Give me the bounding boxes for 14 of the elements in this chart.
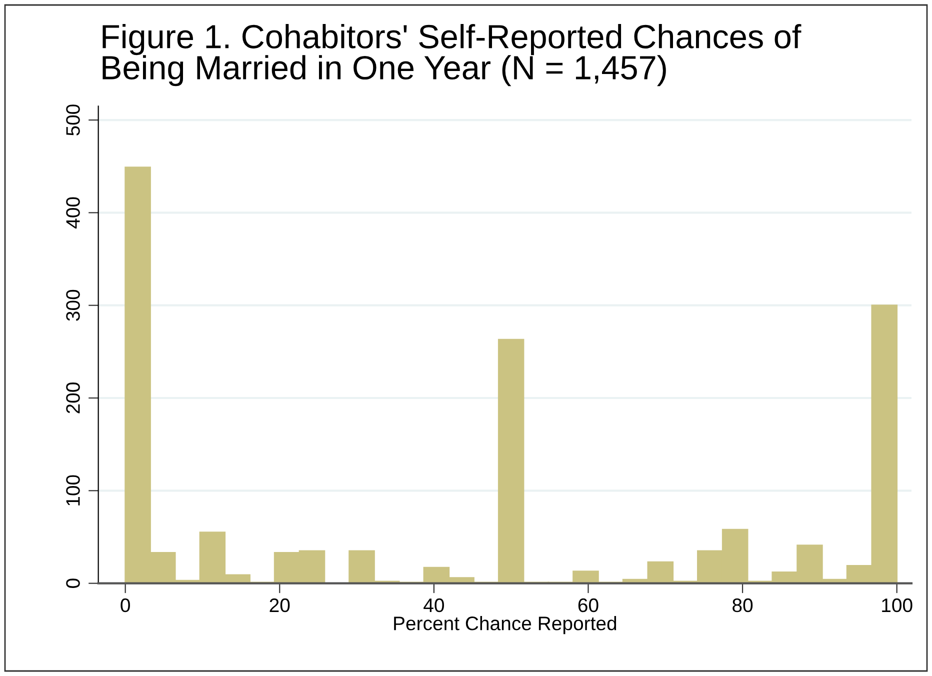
x-tick-label: 80	[732, 598, 753, 612]
y-tick-label: 500	[66, 104, 80, 136]
y-tick-label: 100	[66, 475, 80, 506]
x-tick-label: 100	[882, 598, 912, 612]
x-tick-label: 60	[578, 598, 598, 612]
x-tick-label: 20	[270, 598, 290, 612]
x-axis-title: Percent Chance Reported	[394, 616, 616, 634]
x-tick-label: 0	[120, 598, 130, 612]
chart-title: Figure 1. Cohabitors' Self-Reported Chances of Being Married in One Year (N = 1,457)	[102, 24, 802, 86]
x-tick-label: 40	[424, 598, 444, 612]
y-tick-label: 300	[66, 290, 80, 321]
y-tick-label: 0	[66, 578, 80, 588]
y-tick-label: 400	[66, 197, 80, 228]
y-tick-label: 200	[66, 382, 80, 414]
